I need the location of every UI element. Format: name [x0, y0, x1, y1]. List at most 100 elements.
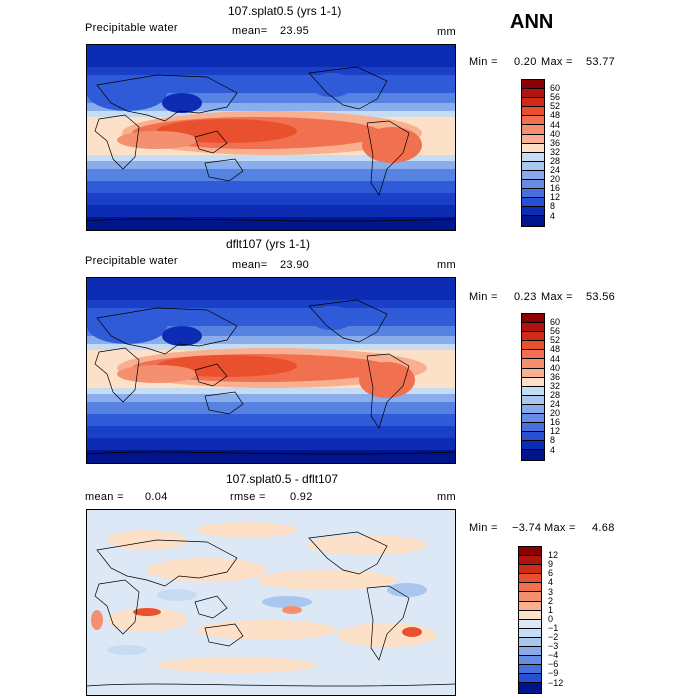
panel-2-variable-label: Precipitable water: [85, 255, 178, 267]
colorbar-swatch: [522, 395, 544, 405]
panel-2-min-label: Min =: [469, 291, 498, 303]
panel-1-mean-value: 23.95: [280, 25, 310, 37]
colorbar-swatch: [522, 432, 544, 442]
colorbar-swatch: [519, 574, 541, 584]
colorbar-tick-label: 24: [550, 165, 561, 175]
colorbar-swatch: [522, 314, 544, 324]
panel-2-map: [86, 277, 456, 464]
colorbar-swatch: [522, 143, 544, 153]
colorbar-tick-label: 52: [550, 335, 561, 346]
panel-2-mean-label: mean=: [232, 259, 268, 271]
panel-3-map-field: [87, 510, 455, 695]
colorbar-tick-label: 44: [550, 119, 561, 130]
panel-2-title: dflt107 (yrs 1-1): [226, 237, 311, 251]
colorbar-tick-label: 60: [550, 83, 561, 94]
colorbar-swatch: [522, 125, 544, 135]
colorbar-swatch: [522, 107, 544, 117]
panel-2-min-value: 0.23: [514, 291, 537, 303]
panel-1-map-field: [87, 45, 455, 230]
colorbar-swatch: [522, 80, 544, 90]
panel-1-title: 107.splat0.5 (yrs 1-1): [228, 4, 342, 18]
colorbar-swatch: [522, 404, 544, 415]
colorbar-swatch: [519, 583, 541, 593]
colorbar-tick-label: −2: [548, 632, 559, 642]
panel-1-units: mm: [437, 26, 456, 38]
colorbar-tick-label: 9: [548, 559, 554, 570]
colorbar-tick-label: 0: [548, 613, 554, 624]
colorbar-swatch: [519, 610, 541, 620]
panel-3-min-label: Min =: [469, 522, 498, 534]
panel-3-title: 107.splat0.5 - dflt107: [226, 472, 339, 486]
colorbar-swatch: [519, 601, 541, 611]
colorbar-swatch: [519, 628, 541, 638]
colorbar-swatch: [522, 450, 544, 460]
colorbar-swatch: [522, 332, 544, 342]
colorbar-swatch: [522, 161, 544, 171]
colorbar-tick-label: 56: [550, 326, 561, 337]
panel-1-min-label: Min =: [469, 56, 498, 68]
colorbar-swatch: [519, 556, 541, 566]
colorbar-tick-label: 1: [548, 604, 554, 615]
panel-3-min-value: −3.74: [512, 522, 542, 534]
colorbar-swatch: [522, 386, 544, 396]
colorbar-tick-label: 20: [550, 408, 561, 419]
panel-3-map: [86, 509, 456, 696]
colorbar-swatch: [519, 565, 541, 575]
colorbar-swatch: [522, 323, 544, 333]
colorbar-swatch: [522, 423, 544, 433]
panel-3-rmse-label: rmse =: [230, 491, 266, 503]
panel-1-map: [86, 44, 456, 231]
colorbar-swatch: [522, 350, 544, 360]
season-label: ANN: [510, 11, 554, 33]
colorbar-swatch: [522, 152, 544, 162]
colorbar-tick-label: 40: [550, 128, 561, 139]
colorbar-tick-label: −4: [548, 650, 559, 661]
colorbar-tick-label: 32: [550, 146, 561, 157]
colorbar-swatch: [522, 198, 544, 208]
colorbar-tick-label: 4: [550, 210, 556, 221]
panel-1-min-value: 0.20: [514, 56, 537, 68]
colorbar-tick-label: 52: [550, 101, 561, 112]
colorbar-swatch: [522, 377, 544, 387]
colorbar-tick-label: 28: [550, 389, 561, 400]
colorbar-tick-label: 2: [548, 595, 554, 606]
colorbar-tick-label: 36: [550, 137, 561, 148]
panel-1-max-value: 53.77: [586, 56, 616, 68]
colorbar-tick-label: 12: [550, 192, 561, 203]
panel-1-max-label: Max =: [541, 56, 573, 68]
panel-3-mean-label: mean =: [85, 491, 124, 503]
colorbar-swatch: [522, 414, 544, 424]
colorbar-swatch: [522, 341, 544, 351]
colorbar-tick-label: 44: [550, 353, 561, 364]
panel-3-mean-value: 0.04: [145, 491, 168, 503]
colorbar-swatch: [522, 207, 544, 217]
colorbar-tick-label: 12: [550, 426, 561, 437]
panel-2-colorbar: [521, 313, 545, 461]
panel-2-max-value: 53.56: [586, 291, 616, 303]
colorbar-tick-label: 16: [550, 183, 561, 194]
colorbar-tick-label: 60: [550, 317, 561, 328]
panel-1-colorbar: [521, 79, 545, 227]
colorbar-swatch: [519, 592, 541, 602]
panel-2-mean-value: 23.90: [280, 259, 310, 271]
colorbar-tick-label: 20: [550, 174, 561, 185]
panel-3-rmse-value: 0.92: [290, 491, 313, 503]
colorbar-swatch: [522, 368, 544, 378]
panel-2-max-label: Max =: [541, 291, 573, 303]
colorbar-tick-label: −9: [548, 668, 559, 679]
colorbar-swatch: [519, 674, 541, 684]
colorbar-swatch: [519, 647, 541, 657]
colorbar-tick-label: 8: [550, 435, 556, 446]
colorbar-tick-label: 4: [548, 577, 554, 588]
panel-3-max-label: Max =: [544, 522, 576, 534]
panel-1-variable-label: Precipitable water: [85, 22, 178, 34]
panel-3-max-value: 4.68: [592, 522, 615, 534]
colorbar-swatch: [519, 619, 541, 629]
colorbar-swatch: [522, 134, 544, 144]
colorbar-swatch: [522, 216, 544, 226]
colorbar-swatch: [522, 116, 544, 126]
colorbar-tick-label: 28: [550, 155, 561, 166]
colorbar-tick-label: 48: [550, 344, 561, 355]
colorbar-tick-label: 12: [548, 550, 559, 561]
colorbar-swatch: [522, 170, 544, 181]
